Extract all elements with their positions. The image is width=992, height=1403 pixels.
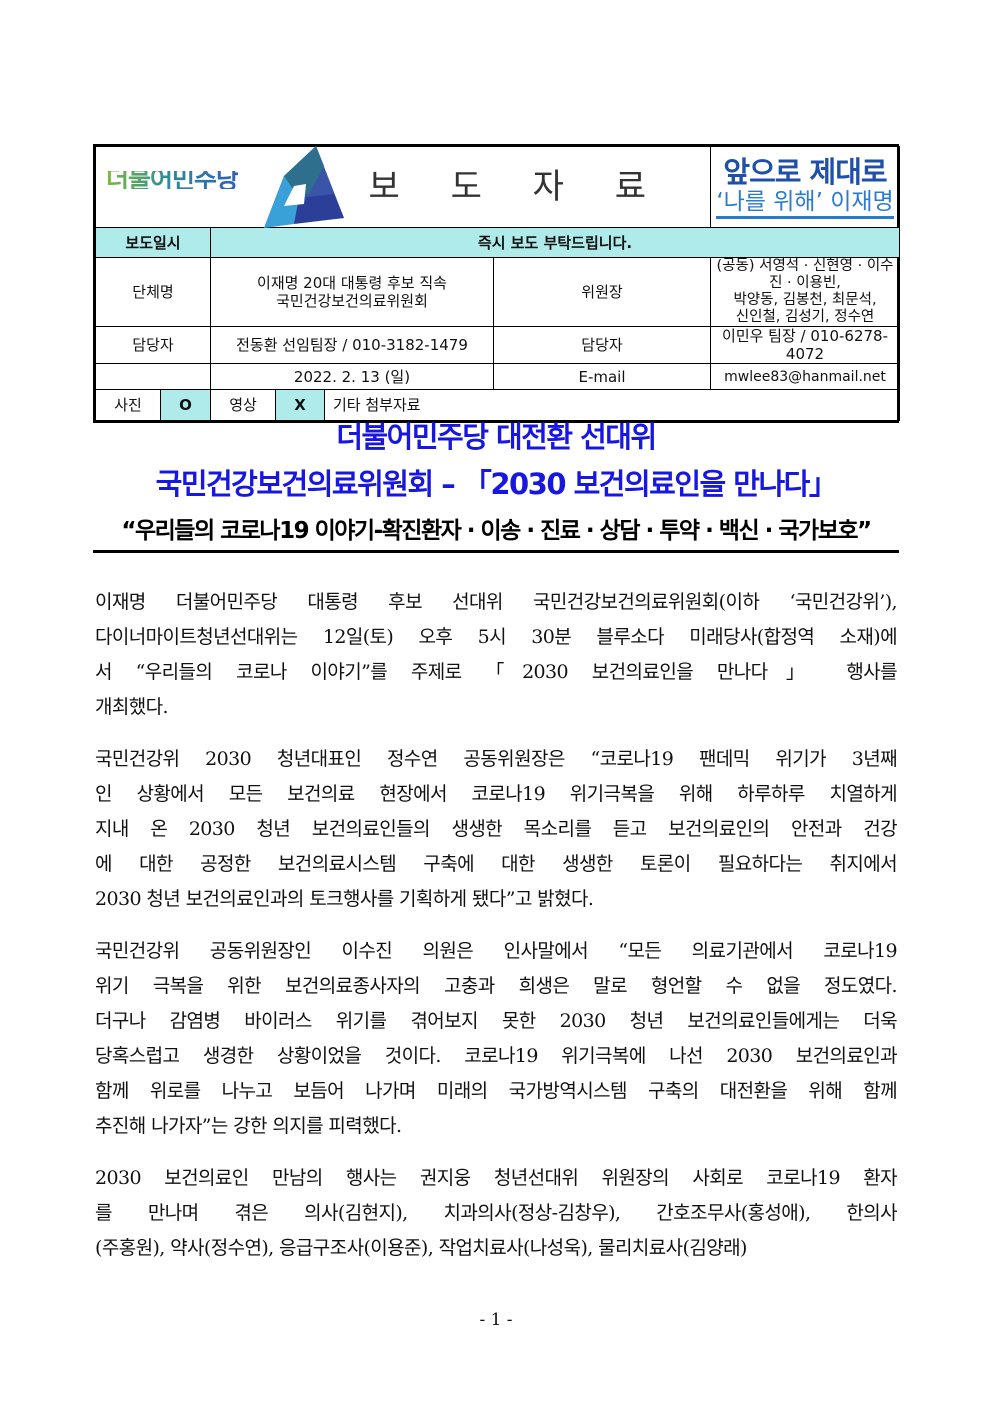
org-value-line: 국민건강보건의료위원회 — [276, 292, 428, 310]
release-value: 즉시 보도 부탁드립니다. — [209, 227, 901, 258]
headline-2: 국민건강보건의료위원회 – 「2030 보건의료인을 만나다」 — [155, 467, 838, 501]
slogan-line-2: ‘나를 위해’ 이재명 — [716, 188, 894, 219]
release-label: 보도일시 — [95, 227, 211, 258]
press-release-header-table: 더불어민주당 보 도 자 료 앞으로 제대로 ‘나를 위해’ 이재명 보도일시 … — [93, 144, 901, 423]
article-body: 이재명 더불어민주당 대통령 후보 선대위 국민건강보건의료위원회(이하 ‘국민… — [95, 585, 897, 1283]
org-label: 단체명 — [95, 257, 211, 327]
paragraph-line: 추진해 나가자”는 강한 의지를 피력했다. — [95, 1115, 402, 1137]
paragraph-line: 에 대한 공정한 보건의료시스템 구축에 대한 생생한 토론이 필요하다는 취지… — [95, 853, 897, 875]
video-label: 영상 — [210, 389, 276, 421]
paragraph-line: 당혹스럽고 생경한 상황이었을 것이다. 코로나19 위기극복에 나선 2030… — [95, 1045, 897, 1067]
headline-1: 더불어민주당 대전환 선대위 — [336, 420, 657, 454]
paragraph: 국민건강위 2030 청년대표인 정수연 공동위원장은 “코로나19 팬데믹 위… — [95, 742, 897, 917]
paragraph: 국민건강위 공동위원장인 이수진 의원은 인사말에서 “모든 의료기관에서 코로… — [95, 934, 897, 1144]
paragraph: 2030 보건의료인 만남의 행사는 권지웅 청년선대위 위원장의 사회로 코로… — [95, 1161, 897, 1266]
document-title: 보 도 자 료 — [324, 146, 712, 228]
email-value[interactable]: mwlee83@hanmail.net — [710, 363, 901, 390]
paragraph: 이재명 더불어민주당 대통령 후보 선대위 국민건강보건의료위원회(이하 ‘국민… — [95, 585, 897, 725]
headline-subtitle: “우리들의 코로나19 이야기-확진환자 · 이송 · 진료 · 상담 · 투약… — [121, 518, 872, 544]
slogan-line-1: 앞으로 제대로 — [723, 154, 887, 189]
chair-value-line: 신인철, 김성기, 정수연 — [735, 309, 875, 325]
contact2-label: 담당자 — [492, 326, 712, 364]
paragraph-line: 인 상황에서 모든 보건의료 현장에서 코로나19 위기극복을 위해 하루하루 … — [95, 783, 897, 805]
org-value-line: 이재명 20대 대통령 후보 직속 — [257, 274, 447, 292]
photo-value: O — [160, 389, 211, 421]
paragraph-line: 다이너마이트청년선대위는 12일(토) 오후 5시 30분 블루소다 미래당사(… — [95, 626, 897, 648]
party-logo-text: 더불어민주당 — [106, 165, 239, 194]
paragraph-line: 위기 극복을 위한 보건의료종사자의 고충과 희생은 말로 형언할 수 없을 정… — [95, 975, 897, 997]
party-logo: 더불어민주당 — [95, 146, 344, 228]
paragraph-line: 2030 보건의료인 만남의 행사는 권지웅 청년선대위 위원장의 사회로 코로… — [95, 1167, 897, 1189]
party-flag-icon — [264, 146, 344, 228]
paragraph-line: 국민건강위 공동위원장인 이수진 의원은 인사말에서 “모든 의료기관에서 코로… — [95, 940, 897, 962]
campaign-slogan: 앞으로 제대로 ‘나를 위해’ 이재명 — [710, 146, 901, 228]
contact-label: 담당자 — [95, 326, 211, 364]
paragraph-line: 서 “우리들의 코로나 이야기”를 주제로 「2030 보건의료인을 만나다」 … — [95, 661, 897, 683]
chair-value-line: 박양동, 김봉천, 최문석, — [733, 292, 877, 308]
paragraph-line: 국민건강위 2030 청년대표인 정수연 공동위원장은 “코로나19 팬데믹 위… — [95, 748, 897, 770]
paragraph-line: 지내 온 2030 청년 보건의료인들의 생생한 목소리를 듣고 보건의료인의 … — [95, 818, 897, 840]
page-number: - 1 - — [479, 1310, 513, 1330]
paragraph-line: 더구나 감염병 바이러스 위기를 겪어보지 못한 2030 청년 보건의료인들에… — [95, 1010, 897, 1032]
paragraph-line: 2030 청년 보건의료인과의 토크행사를 기획하게 됐다”고 밝혔다. — [95, 888, 594, 910]
divider — [93, 550, 899, 553]
other-attachments-label: 기타 첨부자료 — [323, 389, 901, 421]
chair-value: (공동) 서영석 · 신현영 · 이수진 · 이용빈, 박양동, 김봉천, 최문… — [710, 257, 901, 327]
paragraph-line: 이재명 더불어민주당 대통령 후보 선대위 국민건강보건의료위원회(이하 ‘국민… — [95, 591, 897, 613]
paragraph-line: 를 만나며 겪은 의사(김현지), 치과의사(정상-김창우), 간호조무사(홍성… — [95, 1202, 897, 1224]
paragraph-line: (주홍원), 약사(정수연), 응급구조사(이용준), 작업치료사(나성욱), … — [95, 1237, 747, 1259]
date-value: 2022. 2. 13 (일) — [210, 363, 494, 390]
chair-value-line: (공동) 서영석 · 신현영 · 이수진 · 이용빈, — [716, 258, 894, 291]
paragraph-line: 개최했다. — [95, 696, 169, 718]
paragraph-line: 함께 위로를 나누고 보듬어 나가며 미래의 국가방역시스템 구축의 대전환을 … — [95, 1080, 897, 1102]
contact2-value: 이민우 팀장 / 010-6278-4072 — [710, 326, 901, 364]
chair-label: 위원장 — [492, 257, 712, 327]
org-value: 이재명 20대 대통령 후보 직속 국민건강보건의료위원회 — [210, 257, 494, 327]
photo-label: 사진 — [95, 389, 161, 421]
empty-cell — [95, 363, 211, 390]
email-label: E-mail — [492, 363, 712, 390]
video-value: X — [275, 389, 325, 421]
contact-value: 전동환 선임팀장 / 010-3182-1479 — [210, 326, 494, 364]
